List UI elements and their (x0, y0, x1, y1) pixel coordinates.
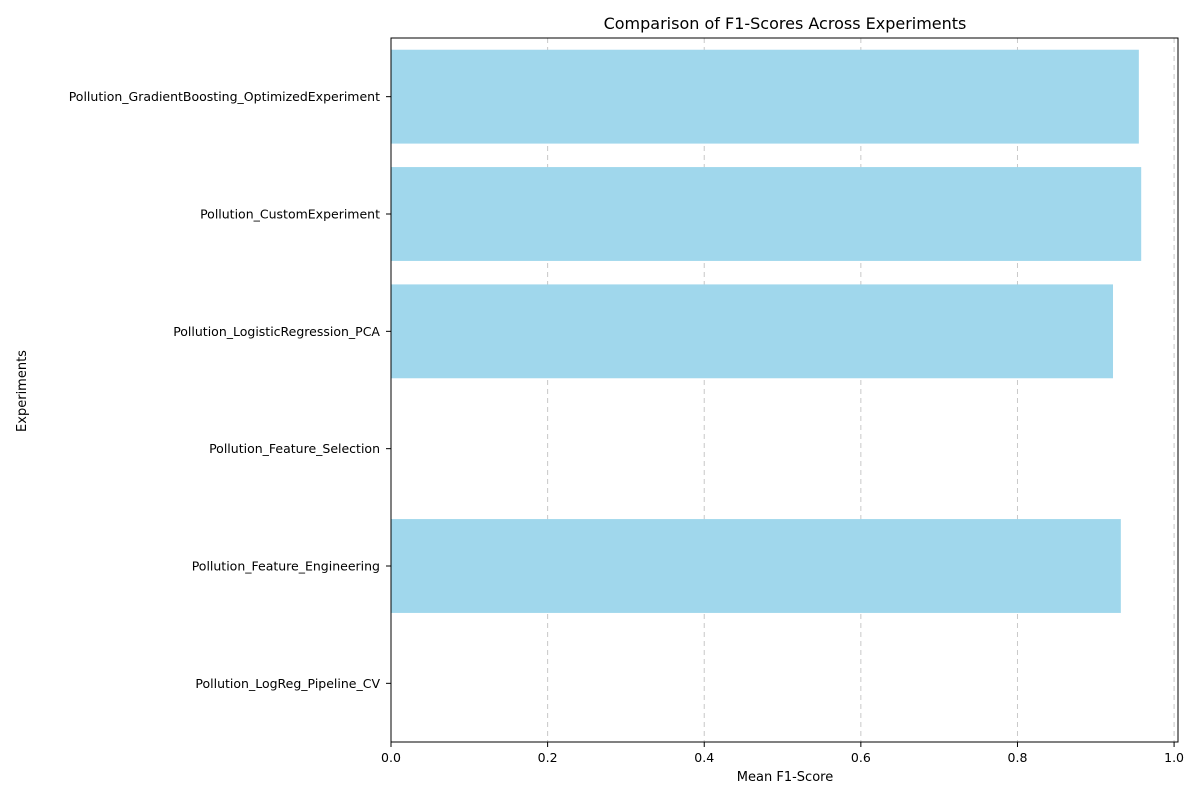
axes (390, 37, 1179, 743)
chart-title: Comparison of F1-Scores Across Experimen… (604, 14, 967, 33)
y-axis-ticks: Pollution_GradientBoosting_OptimizedExpe… (69, 89, 391, 691)
y-tick-label: Pollution_GradientBoosting_OptimizedExpe… (69, 89, 380, 104)
bars (391, 49, 1142, 613)
y-tick-label: Pollution_Feature_Engineering (192, 559, 380, 574)
y-tick-label: Pollution_Feature_Selection (209, 441, 380, 456)
x-tick-label: 0.6 (851, 750, 871, 765)
x-axis-label: Mean F1-Score (737, 770, 833, 785)
x-tick-label: 0.4 (694, 750, 714, 765)
x-axis-ticks: 0.0 0.2 0.4 0.6 0.8 1.0 (381, 742, 1184, 765)
bar (391, 167, 1142, 261)
bar (391, 519, 1121, 613)
y-tick-label: Pollution_LogisticRegression_PCA (173, 324, 380, 339)
y-tick-label: Pollution_LogReg_Pipeline_CV (195, 676, 380, 691)
y-axis-label: Experiments (15, 350, 30, 432)
x-tick-label: 0.2 (538, 750, 558, 765)
x-tick-label: 0.8 (1008, 750, 1028, 765)
bar (391, 284, 1114, 379)
plot-frame (390, 37, 1179, 743)
bar (391, 49, 1139, 144)
x-tick-label: 1.0 (1164, 750, 1184, 765)
y-tick-label: Pollution_CustomExperiment (200, 207, 380, 222)
x-tick-label: 0.0 (381, 750, 401, 765)
